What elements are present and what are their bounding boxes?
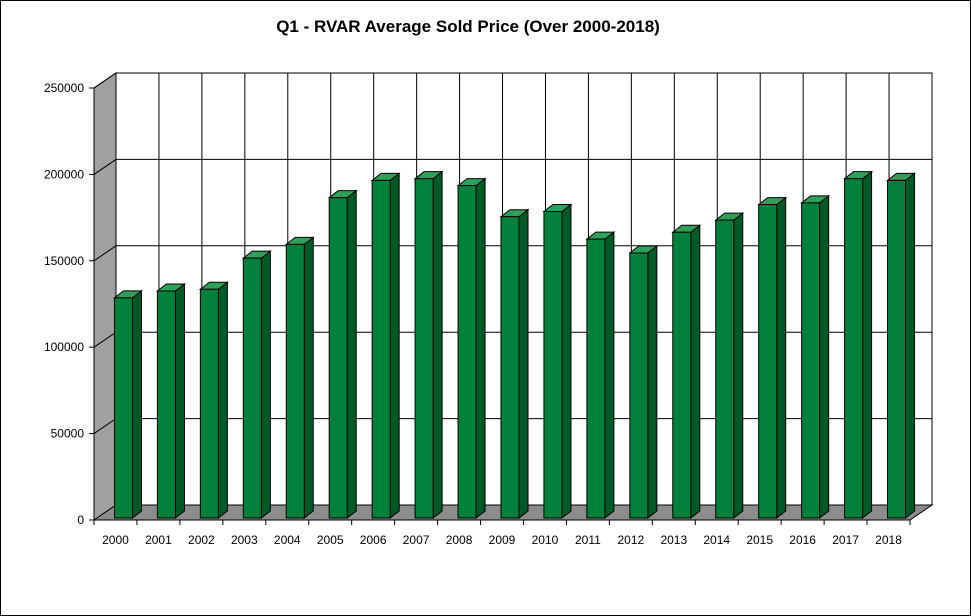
bar-side [561, 203, 572, 520]
bar-side [260, 250, 271, 520]
x-tick-label: 2003 [231, 533, 258, 547]
bar-side [819, 194, 830, 520]
bar-front [414, 178, 434, 519]
bar [628, 244, 659, 520]
x-tick-label: 2005 [317, 533, 344, 547]
bar [155, 282, 186, 520]
bar [843, 170, 874, 520]
chart-title: Q1 - RVAR Average Sold Price (Over 2000-… [276, 17, 660, 36]
bar-front [672, 231, 692, 519]
bar-side [733, 212, 744, 520]
bar [886, 172, 917, 520]
x-tick-label: 2000 [102, 533, 129, 547]
bar [671, 224, 702, 520]
x-tick-label: 2001 [145, 533, 172, 547]
bar [198, 281, 229, 520]
bar [800, 194, 831, 520]
bar-front [586, 238, 606, 519]
x-tick-label: 2004 [274, 533, 301, 547]
bar [327, 189, 358, 520]
bar-side [690, 224, 701, 520]
bar [456, 177, 487, 520]
x-tick-label: 2002 [188, 533, 215, 547]
bar-side [174, 282, 185, 520]
x-tick-label: 2018 [875, 533, 902, 547]
bar-side [776, 196, 787, 520]
x-tick-label: 2009 [489, 533, 516, 547]
bar-side [604, 231, 615, 520]
bar-front [801, 202, 821, 519]
bar-front [758, 204, 778, 519]
bar [370, 172, 401, 520]
bar-side [131, 289, 142, 520]
bar-side [217, 281, 228, 520]
bar-side [389, 172, 400, 520]
bar [284, 236, 315, 520]
bar [714, 212, 745, 520]
bar [499, 208, 530, 520]
x-tick-label: 2016 [789, 533, 816, 547]
x-tick-label: 2013 [660, 533, 687, 547]
bar-front [328, 197, 348, 519]
bar-side [346, 189, 357, 520]
bar-front [500, 216, 520, 519]
x-tick-label: 2008 [446, 533, 473, 547]
side-wall [93, 72, 117, 521]
y-axis-ticks: 0 50000 100000 150000 200000 250000 [44, 81, 95, 527]
bar [757, 196, 788, 520]
x-tick-label: 2006 [360, 533, 387, 547]
bar-side [905, 172, 916, 520]
x-tick-label: 2014 [703, 533, 730, 547]
bar-front [242, 257, 262, 519]
x-tick-label: 2012 [617, 533, 644, 547]
bar [542, 203, 573, 520]
bar-front [156, 290, 176, 519]
bar [112, 289, 143, 520]
x-axis-ticks: 2000 2001 2002 2003 2004 2005 2006 2007 2008 2009… [93, 519, 911, 547]
bar-front [457, 185, 477, 519]
bar-front [543, 211, 563, 519]
bar-side [303, 236, 314, 520]
bar-front [113, 297, 133, 519]
bar-side [647, 244, 658, 520]
bar-side [862, 170, 873, 520]
y-tick-label: 150000 [44, 254, 84, 268]
bar-front [844, 178, 864, 519]
x-tick-label: 2015 [746, 533, 773, 547]
y-tick-label: 100000 [44, 340, 84, 354]
bar-front [199, 288, 219, 519]
y-tick-label: 0 [77, 513, 84, 527]
y-tick-label: 200000 [44, 167, 84, 181]
y-tick-label: 50000 [51, 427, 85, 441]
bar-front [715, 219, 735, 519]
bar [585, 231, 616, 520]
x-tick-label: 2011 [575, 533, 601, 547]
bar [413, 170, 444, 520]
y-tick-label: 250000 [44, 81, 84, 95]
bars [112, 170, 917, 520]
bar-front [629, 252, 649, 519]
bar [241, 250, 272, 520]
x-tick-label: 2017 [832, 533, 859, 547]
x-tick-label: 2010 [532, 533, 559, 547]
bar-side [432, 170, 443, 520]
bar-front [285, 243, 305, 519]
bar-front [371, 179, 391, 519]
bar-side [475, 177, 486, 520]
bar-side [518, 208, 529, 520]
x-tick-label: 2007 [403, 533, 430, 547]
bar-front [887, 179, 907, 519]
